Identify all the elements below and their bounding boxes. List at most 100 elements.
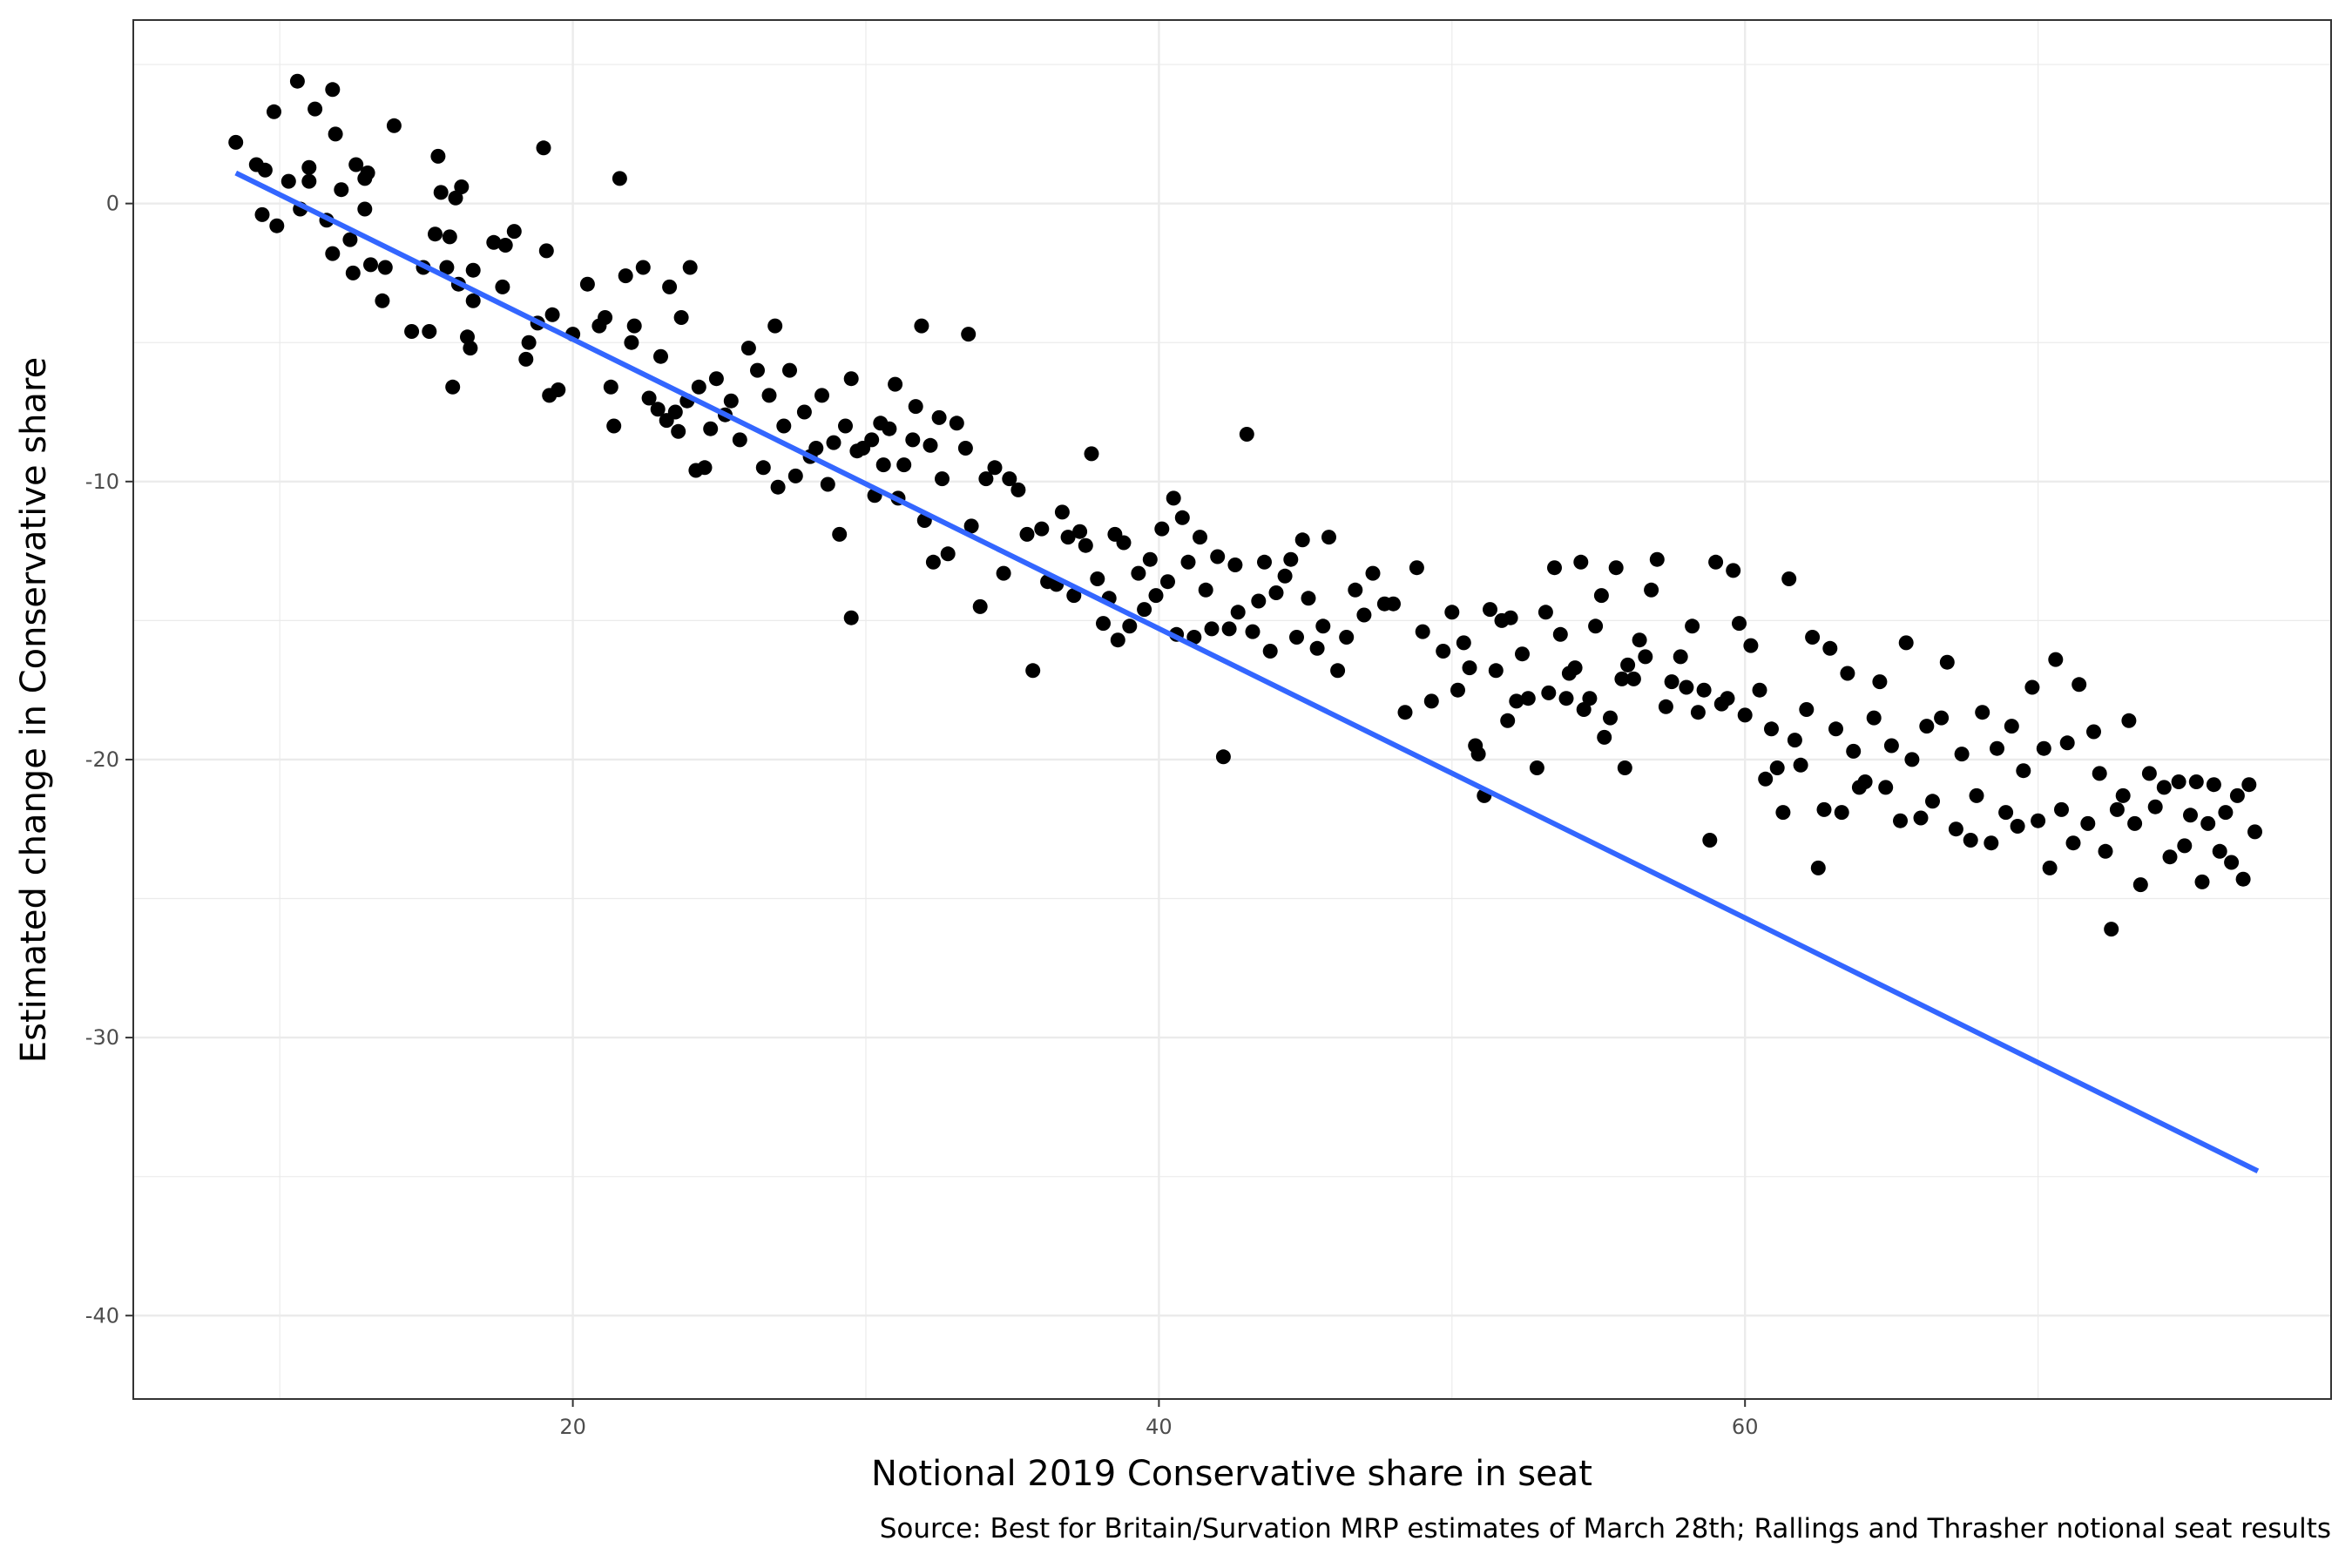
- data-point: [1893, 813, 1908, 828]
- data-point: [1775, 805, 1791, 821]
- data-point: [1787, 733, 1802, 748]
- data-point: [2194, 874, 2210, 889]
- data-point: [1221, 621, 1237, 637]
- x-axis-ticks: 20 40 60: [559, 1399, 1758, 1439]
- data-point: [1846, 743, 1862, 759]
- data-point: [463, 341, 478, 356]
- data-point: [1356, 607, 1372, 623]
- data-point: [1810, 860, 1826, 875]
- data-point: [1268, 585, 1284, 600]
- data-point: [691, 379, 706, 395]
- data-point: [1470, 747, 1486, 762]
- data-point: [1840, 666, 1855, 681]
- data-point: [2036, 740, 2051, 756]
- data-point: [544, 307, 560, 322]
- data-point: [2092, 766, 2107, 781]
- data-point: [375, 293, 390, 308]
- data-point: [1685, 618, 1700, 634]
- data-point: [2042, 860, 2058, 875]
- data-point: [1614, 671, 1630, 686]
- data-point: [1137, 602, 1152, 618]
- data-point: [612, 171, 627, 186]
- data-point: [328, 126, 343, 142]
- data-point: [2177, 838, 2193, 854]
- data-point: [1186, 630, 1202, 645]
- data-point: [1538, 605, 1553, 620]
- data-point: [2147, 799, 2163, 814]
- data-point: [755, 460, 771, 476]
- data-point: [641, 390, 657, 406]
- data-point: [2229, 787, 2245, 803]
- data-point: [914, 318, 929, 334]
- data-point: [1576, 702, 1592, 717]
- data-point: [1365, 565, 1381, 581]
- data-point: [325, 82, 341, 98]
- data-point: [843, 610, 859, 625]
- data-point: [1954, 747, 1970, 762]
- data-point: [454, 179, 470, 194]
- data-point: [267, 104, 281, 119]
- data-point: [1597, 729, 1612, 745]
- data-point: [465, 293, 481, 308]
- data-point: [460, 329, 475, 345]
- data-point: [653, 348, 668, 364]
- data-point: [506, 224, 522, 240]
- data-point: [2212, 843, 2227, 859]
- data-point: [1309, 640, 1325, 656]
- data-point: [1603, 710, 1618, 726]
- data-point: [445, 379, 461, 395]
- data-point: [1963, 833, 1978, 848]
- data-point: [1148, 588, 1164, 604]
- data-point: [486, 234, 502, 250]
- data-point: [732, 432, 747, 448]
- data-point: [433, 185, 449, 200]
- data-point: [832, 526, 848, 542]
- y-tick-label: -20: [85, 747, 119, 772]
- data-point: [1969, 787, 1984, 803]
- data-point: [1558, 691, 1574, 706]
- data-point: [1515, 646, 1530, 662]
- data-point: [635, 260, 651, 275]
- data-point: [896, 457, 912, 473]
- data-point: [626, 318, 642, 334]
- data-point: [1283, 551, 1299, 567]
- data-point: [2183, 808, 2198, 823]
- data-point: [1339, 630, 1355, 645]
- data-point: [767, 318, 783, 334]
- data-point: [439, 260, 455, 275]
- data-point: [2200, 815, 2216, 831]
- data-point: [308, 101, 323, 117]
- data-point: [796, 404, 812, 420]
- data-point: [1025, 663, 1041, 679]
- minor-gridlines: [133, 20, 2331, 1399]
- data-point: [2104, 922, 2119, 937]
- data-point: [1679, 679, 1694, 695]
- data-point: [1990, 740, 2004, 756]
- data-point: [422, 324, 437, 339]
- data-point: [2004, 719, 2019, 734]
- data-point: [1230, 605, 1246, 620]
- data-point: [770, 479, 786, 495]
- y-axis-ticks: 0 -10 -20 -30 -40: [85, 192, 133, 1328]
- data-point: [1588, 618, 1604, 634]
- data-point: [2241, 777, 2257, 793]
- data-point: [2098, 843, 2113, 859]
- source-caption: Source: Best for Britain/Survation MRP e…: [880, 1513, 2331, 1544]
- data-point: [301, 173, 317, 189]
- data-point: [1386, 596, 1401, 612]
- data-point: [1822, 640, 1838, 656]
- data-point: [1644, 582, 1659, 598]
- data-point: [814, 388, 829, 403]
- data-point: [1857, 774, 1873, 789]
- data-point: [667, 404, 683, 420]
- data-point: [1483, 602, 1497, 618]
- data-point: [2171, 774, 2186, 789]
- data-point: [1567, 660, 1583, 676]
- data-point: [1805, 630, 1821, 645]
- data-point: [1638, 649, 1653, 665]
- data-point: [1301, 591, 1316, 606]
- data-point: [1913, 810, 1929, 826]
- data-point: [618, 268, 633, 284]
- data-point: [888, 376, 903, 392]
- data-point: [905, 432, 921, 448]
